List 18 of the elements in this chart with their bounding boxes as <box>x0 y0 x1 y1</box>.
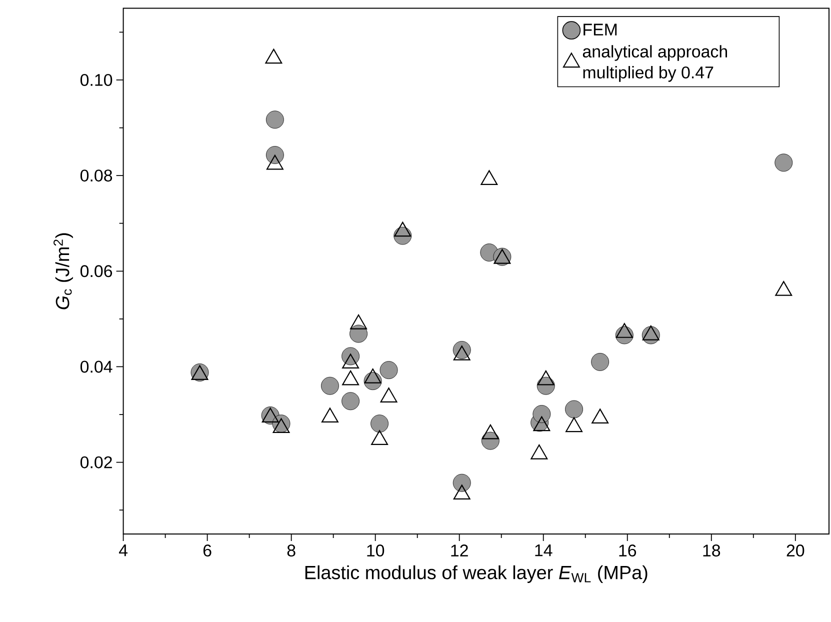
legend-label: FEM <box>584 24 617 36</box>
x-axis-title: Elastic modulus of weak layer E$_{WL}$ (MPa) <box>305 565 648 583</box>
x-tick-label: 12 <box>451 544 468 556</box>
y-tick-label: 0.04 <box>80 360 112 373</box>
legend-label: analytical approach multiplied by 0.47 <box>582 45 727 82</box>
x-tick-label: 20 <box>786 544 804 557</box>
x-tick-label: 6 <box>203 544 212 557</box>
y-axis-title: G$_{c}$ (J/m$^{2}$) <box>54 233 73 310</box>
x-tick-label: 8 <box>287 544 296 557</box>
y-tick-label: 0.02 <box>80 456 112 468</box>
y-tick-label: 0.06 <box>80 265 112 278</box>
x-tick-label: 16 <box>619 544 636 557</box>
y-tick-label: 0.08 <box>80 170 112 182</box>
x-tick-label: 14 <box>535 544 552 556</box>
x-tick-label: 4 <box>118 544 128 556</box>
y-tick-label: 0.10 <box>80 74 112 86</box>
x-tick-label: 18 <box>703 544 720 557</box>
x-tick-label: 10 <box>367 544 384 557</box>
